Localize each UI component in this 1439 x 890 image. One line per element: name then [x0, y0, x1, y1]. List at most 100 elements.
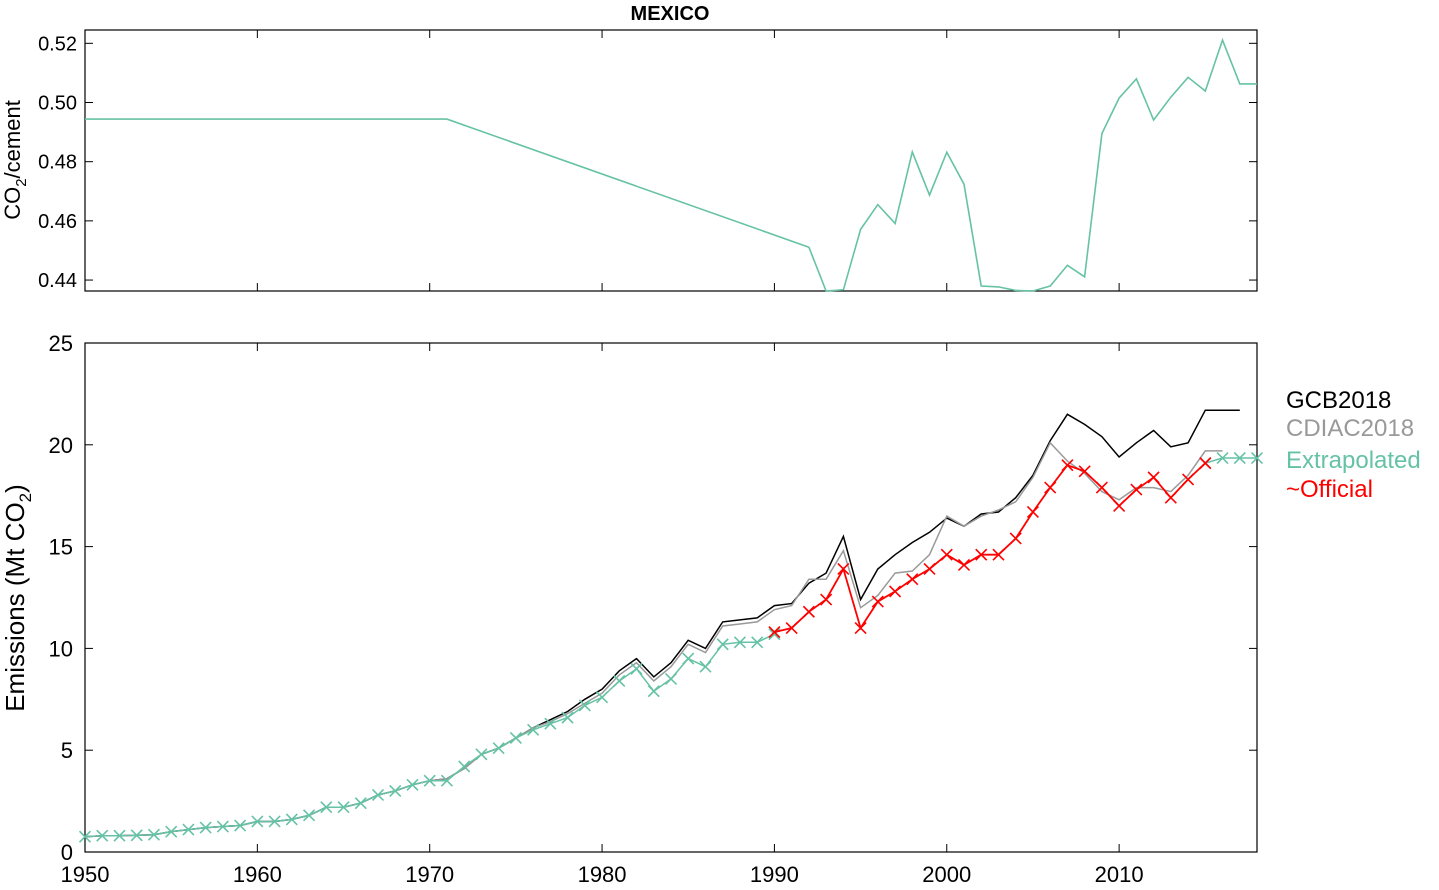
bottom-x-tick-label: 2010	[1095, 862, 1144, 887]
series-marker-extrapolated	[492, 742, 505, 755]
series-marker-extrapolated	[234, 819, 247, 832]
series-marker-official	[975, 548, 988, 561]
series-marker-extrapolated	[199, 821, 212, 834]
bottom-y-ticks: 0 5 10 15 20 25	[49, 331, 1257, 865]
legend-entry-official: ~Official	[1286, 476, 1373, 503]
bottom-y-tick-label: 20	[49, 433, 73, 458]
series-marker-official	[1113, 499, 1126, 512]
series-marker-extrapolated	[78, 830, 92, 843]
legend-entry-gcb2018: GCB2018	[1286, 387, 1391, 414]
series-marker-extrapolated	[113, 829, 126, 842]
series-marker-extrapolated	[544, 717, 557, 730]
series-marker-official	[1061, 459, 1074, 472]
series-marker-extrapolated	[371, 788, 385, 802]
top-y-tick-label: 0.50	[38, 93, 77, 115]
series-marker-extrapolated	[337, 801, 350, 814]
bottom-axes-box	[84, 342, 1258, 853]
series-marker-extrapolated	[268, 815, 281, 828]
top-series	[85, 37, 1257, 292]
series-marker-official	[1026, 505, 1040, 519]
series-marker-official	[837, 562, 850, 576]
bottom-y-tick-label: 5	[61, 738, 73, 763]
bottom-y-axis-label-main: Emissions (Mt CO	[0, 502, 30, 711]
series-marker-extrapolated	[527, 723, 540, 736]
series-marker-extrapolated	[578, 699, 591, 712]
series-marker-official	[888, 585, 902, 598]
chart-title: MEXICO	[631, 3, 710, 25]
series-marker-extrapolated	[440, 774, 454, 787]
series-marker-extrapolated	[182, 823, 195, 836]
bottom-y-tick-label: 15	[49, 535, 73, 560]
series-marker-extrapolated	[716, 638, 729, 651]
top-y-ticks: 0.44 0.46 0.48 0.50 0.52	[38, 33, 1257, 292]
series-marker-extrapolated	[96, 829, 109, 842]
series-marker-official	[871, 595, 884, 608]
series-marker-extrapolated	[1233, 451, 1246, 465]
series-marker-extrapolated	[613, 674, 626, 688]
series-marker-extrapolated	[165, 825, 178, 838]
series-marker-official	[802, 605, 815, 618]
series-marker-official	[906, 573, 919, 586]
series-marker-official	[923, 562, 936, 576]
series-marker-official	[957, 558, 971, 571]
top-x-ticks	[256, 30, 1120, 291]
top-y-tick-label: 0.46	[38, 211, 77, 233]
bottom-x-tick-label: 2000	[922, 862, 971, 887]
series-marker-extrapolated	[458, 760, 471, 773]
bottom-y-tick-label: 0	[61, 840, 73, 865]
series-marker-official	[1130, 483, 1143, 496]
series-marker-extrapolated	[475, 748, 488, 761]
series-marker-extrapolated	[423, 774, 436, 787]
bottom-x-tick-label: 1980	[578, 862, 627, 887]
legend-entry-cdiac2018: CDIAC2018	[1286, 415, 1414, 442]
legend-entry-extrapolated: Extrapolated	[1286, 447, 1421, 474]
series-marker-official	[992, 548, 1005, 561]
series-marker-official	[1078, 465, 1091, 478]
series-marker-official	[1009, 532, 1022, 545]
series-line-cdiac2018	[84, 441, 1223, 838]
top-y-tick-label: 0.52	[38, 33, 77, 55]
top-axes-box	[84, 29, 1258, 292]
series-marker-extrapolated	[595, 691, 609, 704]
series-marker-extrapolated	[130, 829, 143, 842]
series-marker-extrapolated	[630, 662, 643, 675]
series-marker-extrapolated	[682, 652, 695, 665]
bottom-y-tick-label: 10	[49, 636, 73, 661]
top-y-tick-label: 0.44	[38, 270, 77, 292]
series-marker-official	[1164, 491, 1177, 504]
series-marker-extrapolated	[389, 784, 402, 797]
series-marker-official	[1044, 481, 1057, 494]
series-marker-official	[768, 626, 781, 639]
bottom-x-tick-label: 1990	[750, 862, 799, 887]
series-marker-official	[1147, 471, 1160, 484]
top-y-axis-label-rest: /cement	[0, 100, 25, 178]
series-marker-official	[1199, 457, 1212, 470]
series-marker-extrapolated	[664, 672, 678, 686]
bottom-series	[78, 409, 1264, 843]
series-marker-extrapolated	[1250, 451, 1264, 465]
top-series-line	[85, 37, 1257, 292]
series-marker-official	[940, 548, 953, 561]
bottom-x-tick-label: 1970	[405, 862, 454, 887]
series-line-gcb2018	[84, 409, 1240, 838]
series-marker-extrapolated	[302, 809, 316, 822]
series-marker-extrapolated	[354, 797, 367, 810]
series-marker-extrapolated	[216, 820, 229, 833]
series-marker-extrapolated	[509, 731, 522, 745]
series-marker-official	[1181, 473, 1195, 486]
series-line-extrapolated	[1205, 457, 1257, 464]
bottom-y-tick-label: 25	[49, 331, 73, 356]
bottom-x-tick-label: 1950	[61, 862, 110, 887]
series-marker-extrapolated	[406, 778, 419, 791]
series-marker-extrapolated	[699, 660, 712, 673]
series-marker-official	[854, 621, 867, 635]
top-y-axis-label-sub: 2	[13, 178, 30, 186]
series-marker-extrapolated	[147, 828, 161, 841]
series-line-extrapolated	[84, 633, 775, 838]
top-y-axis-label-main: CO	[0, 187, 25, 220]
series-marker-extrapolated	[733, 636, 747, 649]
series-marker-extrapolated	[751, 636, 764, 649]
bottom-y-axis-label-sub: 2	[16, 493, 35, 502]
